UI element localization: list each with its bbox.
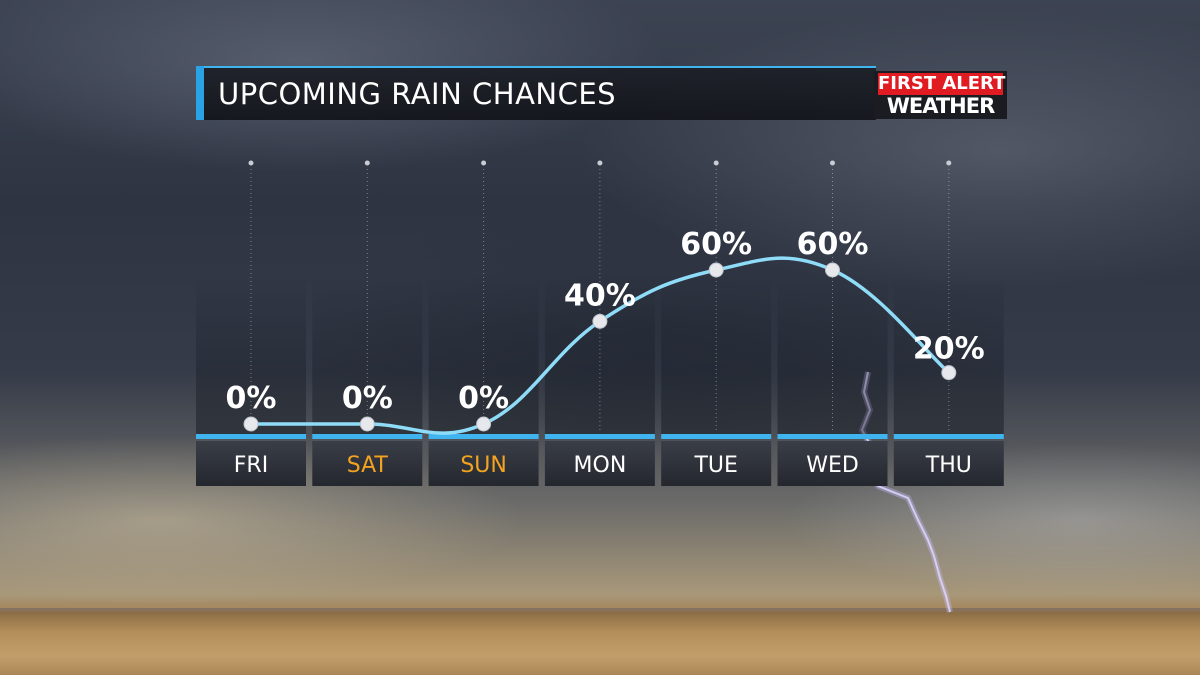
- day-label-box: [196, 441, 306, 486]
- guide-top-dot: [597, 160, 603, 166]
- day-accent-bar: [196, 434, 306, 439]
- day-label-thu: THU: [925, 453, 972, 478]
- day-labels: FRI SAT SUN MON TUE WED THU: [234, 453, 972, 478]
- day-accent-bar: [661, 434, 772, 439]
- percent-label-tue: 60%: [680, 227, 752, 262]
- day-accent-bar: [312, 434, 423, 439]
- data-points: [243, 262, 957, 432]
- logo-first-alert: FIRST ALERT: [878, 73, 1006, 95]
- day-column-thu: [893, 275, 1004, 434]
- day-accent-bar: [893, 434, 1004, 439]
- guide-top-dot: [364, 160, 370, 166]
- day-columns: [196, 275, 1004, 434]
- horizon: [0, 608, 1200, 614]
- day-label-box: [893, 441, 1004, 486]
- data-point-mon: [592, 313, 608, 329]
- guide-top-dot: [248, 160, 254, 166]
- day-accent-bar: [544, 434, 655, 439]
- percent-label-fri: 0%: [226, 381, 277, 416]
- data-point-sat: [359, 416, 375, 432]
- percent-label-thu: 20%: [913, 332, 985, 367]
- day-column-sat: [312, 275, 423, 434]
- data-point-fri: [243, 416, 259, 432]
- day-column-fri: [196, 275, 306, 434]
- percent-labels: 0% 0% 0% 40% 60% 60% 20%: [226, 227, 985, 416]
- day-label-box: [777, 441, 888, 486]
- guide-top-dot: [946, 160, 952, 166]
- day-label-box: [544, 441, 655, 486]
- data-point-wed: [825, 262, 840, 278]
- prairie-ground: [0, 612, 1200, 675]
- guide-top-dot: [830, 160, 835, 166]
- percent-label-sun: 0%: [458, 381, 509, 416]
- first-alert-weather-logo: FIRST ALERT WEATHER: [874, 71, 1007, 119]
- day-label-box: [312, 441, 423, 486]
- day-accent-bar: [428, 434, 539, 439]
- percent-label-mon: 40%: [564, 278, 636, 313]
- header-bar: UPCOMING RAIN CHANCES: [196, 66, 876, 120]
- page-title: UPCOMING RAIN CHANCES: [218, 77, 617, 111]
- data-point-thu: [941, 365, 957, 381]
- logo-weather: WEATHER: [886, 94, 996, 118]
- day-label-wed: WED: [806, 453, 859, 478]
- day-label-sun: SUN: [460, 453, 507, 478]
- day-label-tue: TUE: [693, 453, 737, 478]
- day-label-mon: MON: [574, 453, 627, 478]
- day-column-tue: [661, 275, 772, 434]
- percent-label-sat: 0%: [342, 381, 393, 416]
- data-point-tue: [708, 262, 724, 278]
- header-accent: [196, 66, 204, 120]
- guide-top-dot: [481, 160, 487, 166]
- day-column-sun: [428, 275, 539, 434]
- percent-label-wed: 60%: [797, 227, 869, 262]
- day-label-boxes: [196, 434, 1004, 486]
- day-column-wed: [777, 275, 888, 434]
- day-label-sat: SAT: [347, 453, 389, 478]
- grid-guides: [248, 160, 952, 432]
- day-label-box: [661, 441, 772, 486]
- day-accent-bar: [777, 434, 888, 439]
- day-label-fri: FRI: [234, 453, 268, 478]
- data-point-sun: [476, 416, 492, 432]
- guide-top-dot: [713, 160, 719, 166]
- day-label-box: [428, 441, 539, 486]
